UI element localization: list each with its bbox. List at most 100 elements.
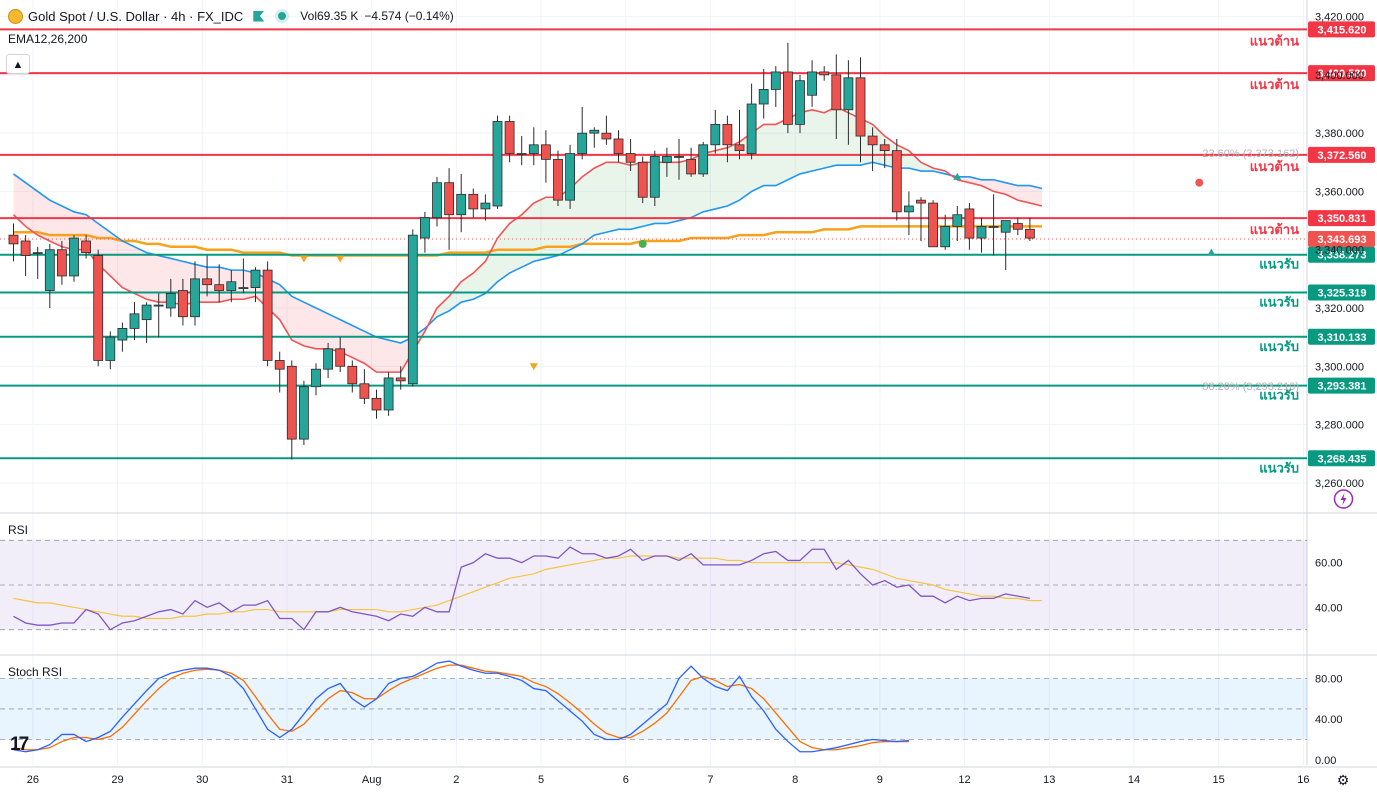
y-tick-label: 3,260.000 [1315,478,1364,490]
ema-cloud-fill [122,240,135,294]
candle-body [625,153,636,163]
candle-body [831,74,842,111]
ema-cloud-fill [388,340,401,373]
ema-cloud-fill [37,191,50,241]
tradingview-logo[interactable]: 17 [10,734,29,755]
ema200-line [13,225,1042,257]
candle-body [8,234,19,245]
resistance-label: แนวต้าน [1250,159,1299,174]
candle-body [274,360,285,370]
resistance-price-tag [1308,21,1375,38]
candle-body [444,182,455,216]
price-tag-label: 3,268.435 [1318,453,1367,465]
stoch-tick-label: 80.00 [1315,673,1343,685]
candle-body [93,255,104,361]
candle-body [843,77,854,111]
candle-body [419,217,430,239]
candle-body [371,397,382,411]
ema-cloud-fill [376,337,389,373]
candle-body [976,225,987,239]
candle-body [952,214,963,227]
price-tag-label: 3,372.560 [1318,150,1367,162]
ema-cloud-fill [679,159,692,221]
candle-body [795,80,805,125]
candle-body [541,144,551,160]
fib-level-label: 38.20% (3,293.210) [1202,381,1299,393]
ema-cloud-fill [582,168,595,244]
candle-body [710,124,721,146]
candle-body [347,365,358,385]
x-tick-label: 9 [877,774,883,786]
candle-body [190,278,200,318]
symbol-title[interactable]: Gold Spot / U.S. Dollar · 4h · FX_IDC [28,8,244,24]
candle-body [940,225,951,248]
candle-body [335,348,346,367]
resistance-price-tag [1308,210,1375,227]
x-tick-label: 8 [792,774,798,786]
y-tick-label: 3,300.000 [1315,361,1364,373]
candle-body [904,205,914,213]
candle-body [44,249,55,291]
ema-cloud-fill [364,331,377,373]
price-tag-label: 3,350.831 [1318,213,1367,225]
lightning-bolt [1340,493,1347,505]
ema-cloud-fill [824,106,837,169]
x-tick-label: 13 [1043,774,1055,786]
ema-cloud-fill [303,302,316,349]
y-tick-label: 3,340.000 [1315,245,1364,257]
rsi-ma-line [13,555,1042,620]
x-tick-label: 30 [196,774,208,786]
ema-cloud-fill [775,118,788,186]
candle-body [238,287,249,290]
candle-body [879,144,890,152]
candle-body [262,269,273,361]
candle-body [165,293,176,309]
ema-cloud-fill [618,162,631,230]
ema-cloud-fill [981,179,994,192]
candle-body [1025,228,1035,239]
resistance-label: แนวต้าน [1250,222,1299,237]
signal-arrow-up [1207,248,1216,256]
ema-indicator-label[interactable]: EMA12,26,200 [8,32,88,46]
y-tick-label: 3,320.000 [1315,303,1364,315]
rsi-line [13,546,1031,631]
candle-body [141,304,152,321]
stoch-rsi-indicator-label[interactable]: Stoch RSI [8,665,63,679]
candle-body [758,89,769,105]
ema-cloud-fill [787,112,800,180]
support-price-tag [1308,328,1375,345]
candle-body [516,153,527,155]
live-status-icon [278,12,287,20]
support-label: แนวรับ [1259,257,1299,272]
ema-cloud-fill [134,246,147,300]
price-tag-label: 3,338.273 [1318,250,1367,262]
candle-body [807,71,817,96]
candle-body [117,327,128,341]
candle-body [456,193,467,216]
ema-cloud-fill [1005,182,1018,201]
candle-body [686,158,696,175]
ema-cloud-fill [533,197,546,262]
resistance-price-tag [1308,146,1375,163]
x-tick-label: 31 [281,774,293,786]
rsi-indicator-label[interactable]: RSI [8,523,29,537]
gear-icon[interactable]: ⚙ [1336,772,1350,788]
candle-body [565,153,575,201]
rsi-tick-label: 40.00 [1315,602,1343,614]
candle-body [105,336,116,361]
candle-body [504,121,515,154]
candle-body [480,202,491,210]
chevron-up-icon: ▲ [12,59,24,71]
y-tick-label: 3,420.000 [1315,12,1364,24]
price-tag-label: 3,415.620 [1318,24,1367,36]
candle-body [577,132,588,154]
candle-body [286,365,297,440]
collapse-indicators-button[interactable]: ▲ [6,54,30,74]
candle-body [746,103,757,154]
ema-cloud-fill [509,214,522,274]
price-tag-label: 3,293.381 [1318,381,1367,393]
candle-body [69,237,79,277]
candle-body [589,129,600,134]
candle-body [202,278,213,286]
